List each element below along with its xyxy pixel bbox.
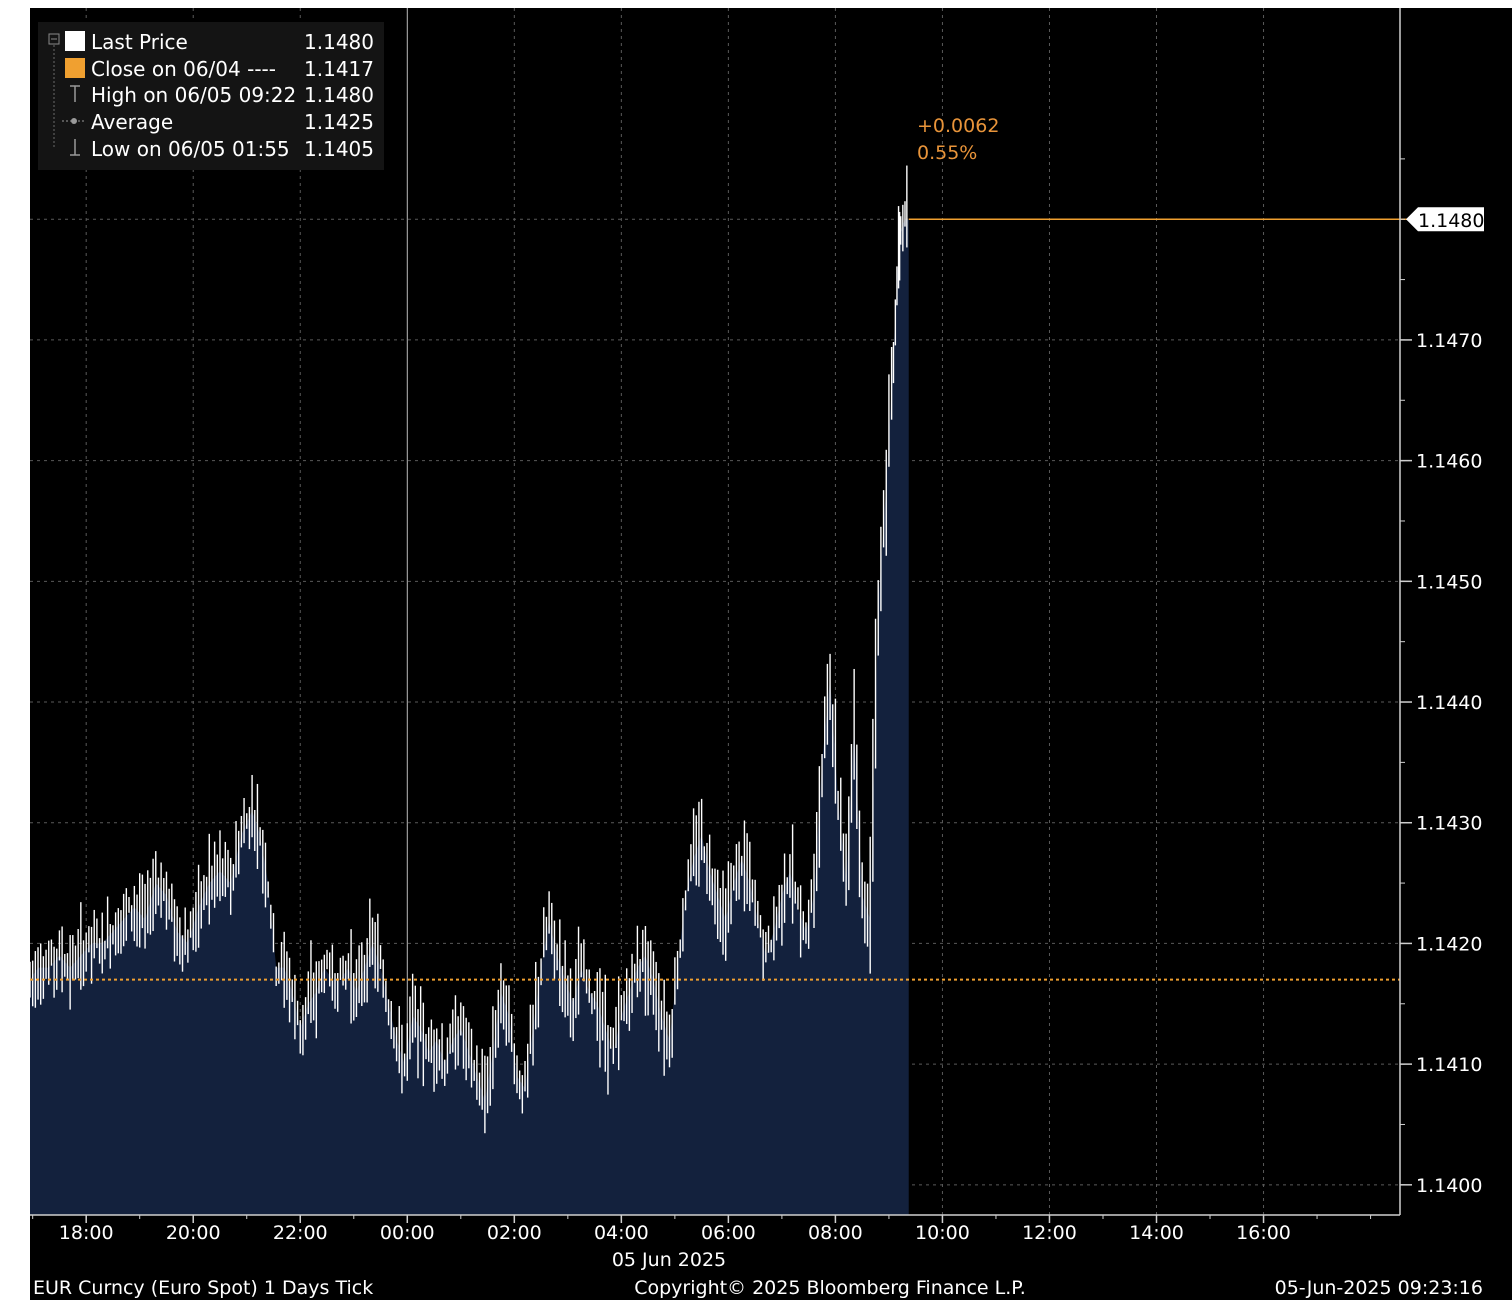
x-tick-label: 18:00 bbox=[59, 1222, 114, 1244]
x-axis-date-label: 05 Jun 2025 bbox=[612, 1249, 726, 1271]
legend-high-value: 1.1480 bbox=[304, 83, 374, 107]
x-tick-label: 04:00 bbox=[594, 1222, 649, 1244]
y-tick-label: 1.1450 bbox=[1416, 571, 1482, 593]
y-tick-label: 1.1470 bbox=[1416, 330, 1482, 352]
tick-bars bbox=[29, 165, 908, 1134]
legend-low-label: Low on 06/05 01:55 bbox=[91, 137, 290, 161]
last-price-tag: 1.1480 bbox=[1406, 207, 1484, 232]
y-tick-label: 1.1460 bbox=[1416, 451, 1482, 473]
x-tick-label: 12:00 bbox=[1022, 1222, 1077, 1244]
y-axis-background bbox=[1400, 8, 1512, 1215]
x-axis-background bbox=[30, 1215, 1512, 1300]
price-area bbox=[30, 219, 909, 1216]
y-axis-ticks: 1.1400 1.1410 1.1420 1.1430 1.1440 1.1450 1.14… bbox=[1400, 158, 1482, 1197]
change-annotation: +0.0062 bbox=[917, 115, 999, 137]
legend-box bbox=[38, 22, 384, 170]
legend-last-price-label: Last Price bbox=[91, 30, 188, 54]
x-tick-label: 22:00 bbox=[273, 1222, 328, 1244]
y-tick-label: 1.1420 bbox=[1416, 933, 1482, 955]
legend-average-label: Average bbox=[91, 110, 173, 134]
legend-average-value: 1.1425 bbox=[304, 110, 374, 134]
x-tick-label: 20:00 bbox=[166, 1222, 221, 1244]
x-tick-label: 08:00 bbox=[808, 1222, 863, 1244]
legend-low-value: 1.1405 bbox=[304, 137, 374, 161]
y-tick-label: 1.1440 bbox=[1416, 692, 1482, 714]
change-pct-annotation: 0.55% bbox=[917, 142, 977, 164]
x-tick-label: 14:00 bbox=[1129, 1222, 1184, 1244]
footer-timestamp: 05-Jun-2025 09:23:16 bbox=[1275, 1277, 1483, 1299]
legend-close-value: 1.1417 bbox=[304, 57, 374, 81]
price-area-fill bbox=[30, 219, 909, 1216]
y-tick-label: 1.1410 bbox=[1416, 1054, 1482, 1076]
x-axis-ticks: 18:00 20:00 22:00 00:00 02:00 04:00 06:00 08:00… bbox=[32, 1215, 1372, 1244]
legend: Last Price 1.1480 Close on 06/04 ---- 1.… bbox=[38, 22, 384, 170]
footer-copyright: Copyright© 2025 Bloomberg Finance L.P. bbox=[634, 1277, 1026, 1299]
y-tick-label: 1.1400 bbox=[1416, 1175, 1482, 1197]
x-tick-label: 02:00 bbox=[487, 1222, 542, 1244]
average-marker-icon bbox=[62, 118, 86, 124]
close-swatch bbox=[65, 58, 85, 78]
x-tick-label: 16:00 bbox=[1236, 1222, 1291, 1244]
legend-close-label: Close on 06/04 ---- bbox=[91, 57, 276, 81]
footer-security: EUR Curncy (Euro Spot) 1 Days Tick bbox=[33, 1277, 373, 1299]
x-tick-label: 00:00 bbox=[380, 1222, 435, 1244]
legend-collapse-icon[interactable] bbox=[48, 33, 60, 45]
low-marker-icon bbox=[70, 139, 80, 156]
x-tick-label: 10:00 bbox=[915, 1222, 970, 1244]
y-tick-label: 1.1430 bbox=[1416, 813, 1482, 835]
high-marker-icon bbox=[70, 85, 80, 102]
last-price-line-group bbox=[899, 216, 1408, 232]
x-tick-label: 06:00 bbox=[701, 1222, 756, 1244]
last-price-tag-text: 1.1480 bbox=[1418, 210, 1484, 232]
legend-last-price-value: 1.1480 bbox=[304, 30, 374, 54]
last-price-swatch bbox=[65, 31, 85, 51]
legend-high-label: High on 06/05 09:22 bbox=[91, 83, 296, 107]
last-price-tag-shape bbox=[1406, 207, 1484, 232]
